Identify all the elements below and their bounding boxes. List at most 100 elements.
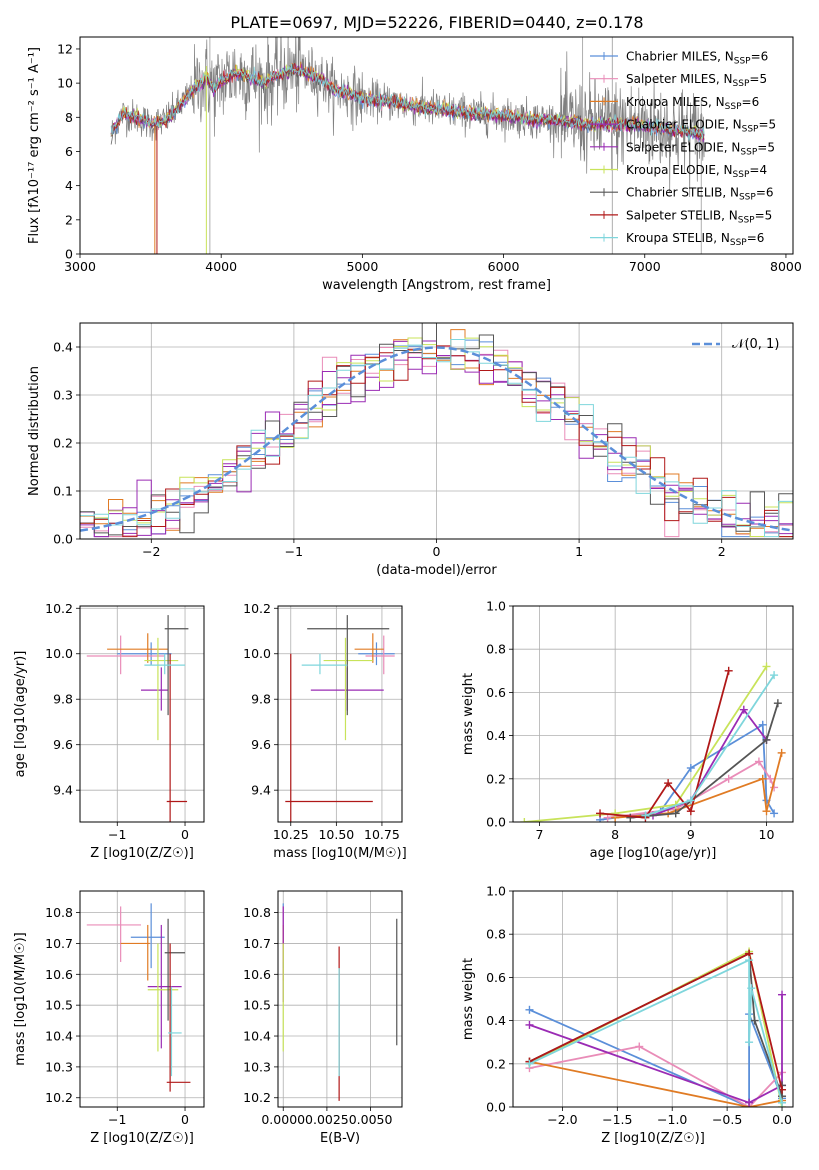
- y-tick-label: 0.2: [53, 436, 73, 451]
- x-tick-label: 2: [718, 544, 726, 559]
- y-tick-label: 9.8: [53, 692, 73, 707]
- y-tick-label: 0.2: [486, 1056, 506, 1071]
- grid: [80, 891, 204, 1107]
- y-tick-label: 8: [65, 110, 73, 125]
- legend-sub: SSP: [730, 238, 747, 248]
- y-tick-label: 0.4: [486, 728, 506, 743]
- x-tick-label: 4000: [205, 259, 237, 274]
- y-tick-label: 9.8: [251, 692, 271, 707]
- y-tick-label: 10.3: [243, 1059, 271, 1074]
- panel-mass-vs-ebv: 0.0000 0.0025 0.0050 10.2 10.3 10.4 10.5 10.6 10…: [243, 890, 403, 1146]
- x-axis-label: Z [log10(Z/Z☉)]: [90, 846, 194, 861]
- y-tick-label: 0.8: [486, 642, 506, 657]
- legend: Chabrier MILES, NSSP=6 Salpeter MILES, NS…: [590, 50, 776, 248]
- legend-label: Chabrier ELODIE, NSSP=5: [626, 118, 776, 135]
- legend-label: Kroupa ELODIE, NSSP=4: [626, 163, 767, 180]
- plot-area: [513, 891, 793, 1107]
- axes-frame: [277, 890, 403, 1108]
- x-tick-label: −0.5: [712, 1112, 742, 1127]
- y-tick-label: 0.1: [53, 484, 73, 499]
- y-tick-label: 0.4: [53, 340, 73, 355]
- x-axis-label: age [log10(age/yr)]: [590, 846, 717, 861]
- x-tick-label: 7000: [629, 259, 661, 274]
- y-axis-label: Normed distribution: [27, 366, 42, 496]
- y-tick-label: 9.6: [251, 737, 271, 752]
- y-tick-label: 2: [65, 212, 73, 227]
- axes-frame: [79, 36, 794, 255]
- panel-massweight-vs-age: 7 8 9 10 0.0 0.2 0.4 0.6 0.8 1.0 age [log10(age/yr…: [461, 599, 794, 861]
- legend-label: Salpeter STELIB, NSSP=5: [626, 208, 772, 225]
- axes-frame: [79, 322, 794, 540]
- y-tick-label: 10.2: [243, 601, 271, 616]
- legend-label: Salpeter ELODIE, NSSP=5: [626, 140, 775, 157]
- x-tick-label: 3000: [64, 259, 96, 274]
- y-tick-label: 0.2: [486, 771, 506, 786]
- y-tick-label: 1.0: [486, 884, 506, 899]
- x-tick-label: 0: [181, 1112, 189, 1127]
- model-spectrum: [110, 64, 705, 141]
- y-axis-label: mass [log10(M/M☉)]: [13, 932, 28, 1065]
- legend-nssp: =6: [742, 95, 760, 109]
- grid: [513, 891, 793, 1107]
- histogram-step: [80, 345, 793, 538]
- x-axis-label: E(B-V): [320, 1131, 360, 1146]
- y-tick-label: 0: [65, 247, 73, 262]
- histogram-step: [80, 339, 793, 538]
- axes-frame: [512, 605, 794, 823]
- x-axis-label: Z [log10(Z/Z☉)]: [90, 1131, 194, 1146]
- legend-nssp: =5: [755, 208, 773, 222]
- legend-nssp: =5: [757, 140, 775, 154]
- mass-weight-line: [529, 1045, 783, 1107]
- normal-curve: [80, 346, 793, 532]
- y-tick-label: 0.3: [53, 388, 73, 403]
- axes-frame: [79, 890, 205, 1108]
- legend-sub: SSP: [734, 57, 751, 67]
- x-tick-label: 0: [433, 544, 441, 559]
- x-axis-label: (data-model)/error: [376, 563, 497, 578]
- legend-nssp: =6: [747, 231, 765, 245]
- plot-area: [80, 891, 204, 1107]
- legend-nssp: =5: [749, 72, 767, 86]
- y-tick-label: 10.6: [243, 967, 271, 982]
- legend-sub: SSP: [739, 193, 756, 203]
- y-tick-label: 10.2: [45, 1090, 73, 1105]
- y-tick-label: 9.4: [53, 783, 73, 798]
- y-tick-label: 10.5: [243, 998, 271, 1013]
- legend-label: Kroupa STELIB, NSSP=6: [626, 231, 764, 248]
- legend-nssp: =6: [756, 186, 774, 200]
- x-tick-label: 6000: [488, 259, 520, 274]
- axes-frame: [512, 890, 794, 1108]
- legend-label: Chabrier STELIB, NSSP=6: [626, 186, 774, 203]
- x-tick-label: 8000: [770, 259, 802, 274]
- axes-frame: [79, 605, 205, 823]
- panel-massweight-vs-Z: −2.0 −1.5 −1.0 −0.5 0.0 0.0 0.2 0.4 0.6 0.8 1.0 Z […: [461, 884, 794, 1146]
- y-tick-label: 10.4: [45, 1029, 73, 1044]
- legend-label: Chabrier MILES, NSSP=6: [626, 50, 768, 67]
- x-axis-label: mass [log10(M/M☉)]: [273, 846, 406, 861]
- x-tick-label: 1: [575, 544, 583, 559]
- x-tick-label: 10.75: [364, 827, 400, 842]
- y-tick-label: 0.8: [486, 927, 506, 942]
- grid: [80, 606, 204, 822]
- x-tick-label: 0.0050: [349, 1112, 393, 1127]
- panel-residuals: −2 −1 0 1 2 0.0 0.1 0.2 0.3 0.4 (data-model)/error…: [27, 322, 794, 578]
- legend-label: 𝒩(0, 1): [732, 337, 779, 352]
- x-tick-label: 0.0: [772, 1112, 792, 1127]
- mass-weight-line: [652, 708, 768, 817]
- y-tick-label: 10.8: [243, 905, 271, 920]
- legend: 𝒩(0, 1): [692, 337, 779, 352]
- x-tick-label: −1: [108, 1112, 126, 1127]
- mass-weight-line: [529, 994, 783, 1104]
- y-tick-label: 10.7: [45, 936, 73, 951]
- legend-sub: SSP: [738, 215, 755, 225]
- legend-label: Salpeter MILES, NSSP=5: [626, 72, 767, 89]
- model-spectrum: [110, 62, 705, 140]
- plot-area: [278, 891, 402, 1107]
- plot-area: [80, 606, 204, 822]
- plot-area: [513, 606, 793, 822]
- plot-area: [110, 37, 705, 254]
- axes-frame: [277, 605, 403, 823]
- y-tick-label: 10.2: [45, 601, 73, 616]
- y-tick-label: 0.0: [486, 815, 506, 830]
- legend-sub: SSP: [733, 170, 750, 180]
